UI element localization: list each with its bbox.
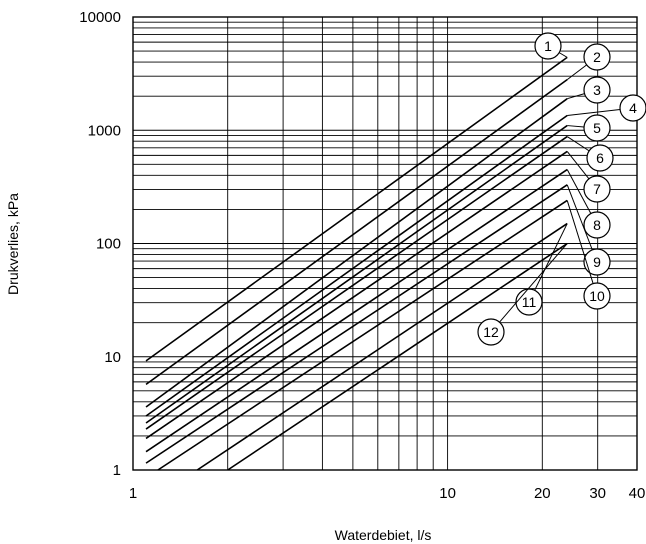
series-line-9 xyxy=(145,184,568,464)
series-line-4 xyxy=(145,114,568,417)
curve-label-leader-6 xyxy=(566,136,590,152)
curve-label-5: 5 xyxy=(593,120,601,136)
curve-label-10: 10 xyxy=(589,288,605,304)
series-line-7 xyxy=(145,150,568,440)
curve-label-8: 8 xyxy=(593,217,601,233)
series-lines xyxy=(145,56,568,471)
curve-label-12: 12 xyxy=(483,324,499,340)
curve-label-circle-10 xyxy=(583,282,611,310)
y-tick-label: 10000 xyxy=(79,9,121,26)
curve-label-leader-12 xyxy=(499,243,568,323)
curve-label-leader-1 xyxy=(558,52,568,58)
curve-label-circle-8 xyxy=(583,211,611,239)
series-line-2 xyxy=(145,78,568,386)
curve-label-7: 7 xyxy=(593,181,601,197)
curve-label-1: 1 xyxy=(544,38,552,54)
x-tick-label: 1 xyxy=(129,485,137,502)
curve-label-9: 9 xyxy=(593,254,601,270)
curve-label-leader-2 xyxy=(566,64,587,81)
curve-label-circle-6 xyxy=(586,144,614,172)
curve-label-circle-7 xyxy=(583,175,611,203)
curve-label-leader-11 xyxy=(534,223,568,291)
curve-label-circle-12 xyxy=(477,318,505,346)
y-tick-label: 100 xyxy=(96,236,121,253)
grid xyxy=(132,17,638,471)
curve-label-leader-5 xyxy=(567,125,585,128)
curve-label-circle-3 xyxy=(583,76,611,104)
curve-label-leader-9 xyxy=(566,184,593,251)
curve-label-3: 3 xyxy=(593,82,601,98)
series-line-5 xyxy=(145,124,568,424)
curve-label-circle-4 xyxy=(619,94,646,122)
y-tick-labels: 1 10 100 1000 10000 xyxy=(79,9,121,479)
x-tick-labels: 1 10 20 30 40 xyxy=(129,485,646,502)
curve-label-circle-5 xyxy=(583,114,611,142)
curve-label-circle-1 xyxy=(534,32,562,60)
y-axis-label: Drukverlies, kPa xyxy=(5,193,21,295)
x-tick-label: 30 xyxy=(589,485,606,502)
curve-label-leader-3 xyxy=(567,93,585,100)
curve-label-leader-10 xyxy=(566,200,594,284)
series-line-12 xyxy=(227,242,568,471)
curve-label-circle-2 xyxy=(583,43,611,71)
curve-label-leader-7 xyxy=(566,151,590,180)
series-line-11 xyxy=(196,222,568,471)
x-tick-label: 40 xyxy=(629,485,646,502)
x-tick-label: 20 xyxy=(534,485,551,502)
series-line-6 xyxy=(145,135,568,430)
series-line-8 xyxy=(145,168,568,453)
series-line-3 xyxy=(145,98,568,408)
curve-label-11: 11 xyxy=(522,294,537,310)
y-tick-label: 10 xyxy=(104,349,121,366)
plot-border xyxy=(132,16,638,471)
series-line-10 xyxy=(157,199,568,471)
curve-label-leader-8 xyxy=(566,169,592,214)
plot-frame xyxy=(132,16,638,471)
curve-label-6: 6 xyxy=(596,150,604,166)
y-tick-label: 1000 xyxy=(88,122,121,139)
curve-label-4: 4 xyxy=(629,100,637,116)
curve-label-circle-9 xyxy=(583,248,611,276)
curve-label-2: 2 xyxy=(593,49,601,65)
curve-label-leader-4 xyxy=(567,108,621,116)
y-tick-label: 1 xyxy=(113,462,121,479)
x-tick-label: 10 xyxy=(439,485,456,502)
series-line-1 xyxy=(145,56,568,362)
x-axis-label: Waterdebiet, l/s xyxy=(335,527,432,543)
